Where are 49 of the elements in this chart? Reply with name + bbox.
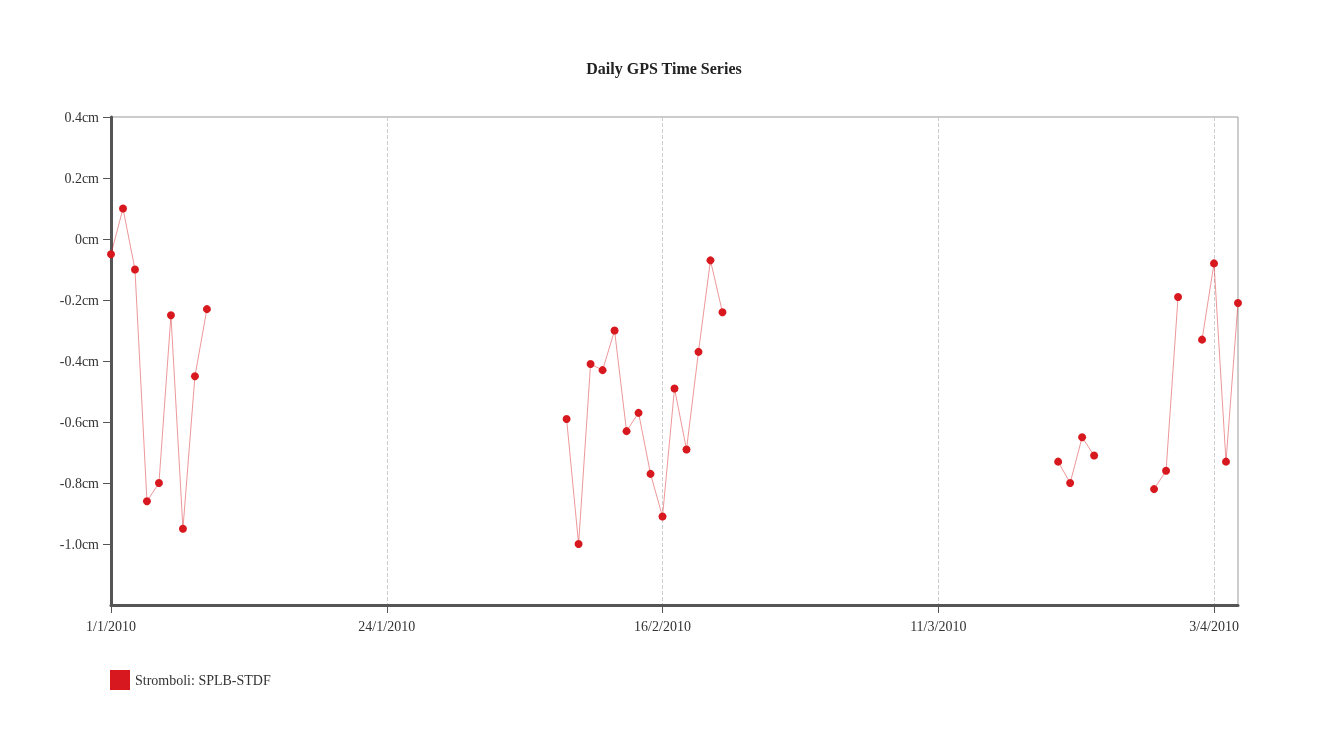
point <box>670 384 679 393</box>
x-tick-label: 11/3/2010 <box>910 618 967 634</box>
point <box>646 469 655 478</box>
y-tick-label: 0cm <box>74 231 100 247</box>
point <box>178 524 187 533</box>
point <box>1174 292 1183 301</box>
point <box>1198 335 1207 344</box>
point <box>574 540 583 548</box>
point <box>718 308 727 317</box>
y-tick-label: -0.4cm <box>59 353 100 369</box>
y-tick-label: -0.8cm <box>59 475 100 491</box>
point <box>1234 299 1242 308</box>
point <box>658 512 667 521</box>
point <box>706 256 715 265</box>
point <box>622 427 631 436</box>
point <box>119 204 127 213</box>
point <box>142 497 151 506</box>
x-tick-label: 1/1/2010 <box>86 618 136 634</box>
point <box>1090 451 1099 460</box>
point <box>1150 485 1159 494</box>
point <box>634 408 643 417</box>
y-tick-label: 0.2cm <box>64 170 100 186</box>
point <box>130 265 139 274</box>
x-tick-label: 3/4/2010 <box>1189 618 1239 634</box>
point <box>610 326 619 335</box>
y-tick-label: -1.0cm <box>59 536 100 552</box>
y-tick-label: -0.6cm <box>59 414 100 430</box>
point <box>190 372 199 381</box>
x-tick-label: 16/2/2010 <box>634 618 691 634</box>
point <box>166 311 175 320</box>
point <box>694 347 703 356</box>
x-tick-label: 24/1/2010 <box>358 618 416 634</box>
point <box>1078 433 1087 442</box>
point <box>586 360 595 369</box>
point <box>682 445 691 454</box>
y-tick-label: -0.2cm <box>59 292 100 308</box>
point <box>598 366 607 375</box>
point <box>1162 466 1171 475</box>
point <box>202 305 211 314</box>
point <box>1066 479 1075 487</box>
point <box>1054 457 1063 466</box>
chart-title: Daily GPS Time Series <box>586 59 742 78</box>
legend-label: Stromboli: SPLB-STDF <box>135 672 271 688</box>
y-tick-label: 0.4cm <box>64 109 100 125</box>
point <box>154 479 163 487</box>
point <box>107 250 115 259</box>
point <box>1210 259 1219 268</box>
point <box>562 414 571 423</box>
point <box>1222 457 1231 466</box>
